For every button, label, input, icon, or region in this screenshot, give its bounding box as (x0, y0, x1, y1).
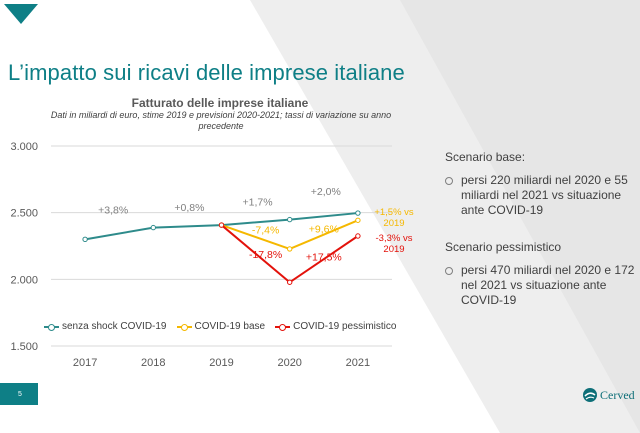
pessimistic-scenario-heading: Scenario pessimistico (445, 240, 562, 254)
bullet-circle-icon (445, 177, 453, 185)
base-scenario-bullet: persi 220 miliardi nel 2020 e 55 miliard… (445, 173, 635, 218)
legend-swatch-covid-pessimistic (275, 323, 291, 331)
pessimistic-scenario-text: persi 470 miliardi nel 2020 e 172 nel 20… (461, 263, 635, 307)
data-label: +3,8% (98, 205, 128, 217)
pessimistic-scenario-bullet: persi 470 miliardi nel 2020 e 172 nel 20… (445, 263, 635, 308)
legend-item-covid-pessimistic: COVID-19 pessimistico (275, 321, 396, 332)
y-tick-label: 2.500 (10, 208, 38, 220)
y-tick-label: 3.000 (10, 141, 38, 153)
legend-swatch-covid-base (176, 323, 192, 331)
legend-swatch-no-shock (44, 323, 59, 331)
data-point (150, 224, 157, 231)
page-number-box (0, 383, 38, 405)
chart-title: Fatturato delle imprese italiane (131, 96, 309, 110)
data-point (355, 233, 361, 239)
legend-label-covid-base: COVID-19 base (194, 321, 266, 332)
page-number: 5 (18, 391, 22, 398)
chart-subtitle: Dati in miliardi di euro, stime 2019 e p… (50, 110, 392, 131)
chart-legend: senza shock COVID-19 COVID-19 base COVID… (44, 321, 396, 332)
legend-label-no-shock: senza shock COVID-19 (62, 321, 167, 332)
cerved-logo-icon (583, 388, 597, 402)
data-point (218, 222, 225, 228)
x-tick-label: 2021 (346, 357, 370, 369)
base-scenario-heading: Scenario base: (445, 150, 526, 164)
data-point (355, 217, 361, 223)
data-label: +0,8% (174, 202, 204, 214)
data-point (355, 210, 361, 216)
data-label: +1,7% (243, 197, 273, 209)
legend-label-covid-pessimistic: COVID-19 pessimistico (293, 321, 397, 332)
legend-item-no-shock: senza shock COVID-19 (44, 321, 167, 332)
base-scenario-text: persi 220 miliardi nel 2020 e 55 miliard… (461, 173, 628, 217)
x-tick-label: 2017 (73, 357, 97, 369)
y-tick-label: 2.000 (10, 274, 38, 286)
data-label: -7,4% (252, 224, 279, 236)
logo-text: Cerved (600, 387, 635, 402)
data-label: +9,6% (309, 224, 339, 236)
x-tick-label: 2019 (209, 357, 233, 369)
data-label: +17,5% (306, 252, 342, 264)
data-label: -17,8% (249, 249, 282, 261)
cerved-logo: Cerved (582, 387, 635, 403)
data-point (82, 236, 88, 243)
corner-triangle (4, 4, 38, 24)
data-point (287, 279, 293, 285)
scenario-panel: Scenario base: persi 220 miliardi nel 20… (445, 150, 635, 330)
data-point (287, 216, 293, 223)
y-tick-label: 1.500 (10, 341, 38, 353)
legend-item-covid-base: COVID-19 base (176, 321, 266, 332)
annotation-label: -3,3% vs 2019 (376, 233, 413, 255)
x-tick-label: 2020 (277, 357, 301, 369)
slide-title: L’impatto sui ricavi delle imprese itali… (8, 60, 405, 85)
bullet-circle-icon (445, 267, 453, 275)
x-tick-label: 2018 (141, 357, 165, 369)
data-label: +2,0% (311, 186, 341, 198)
annotation-label: +1,5% vs 2019 (374, 207, 414, 229)
data-point (287, 246, 293, 252)
